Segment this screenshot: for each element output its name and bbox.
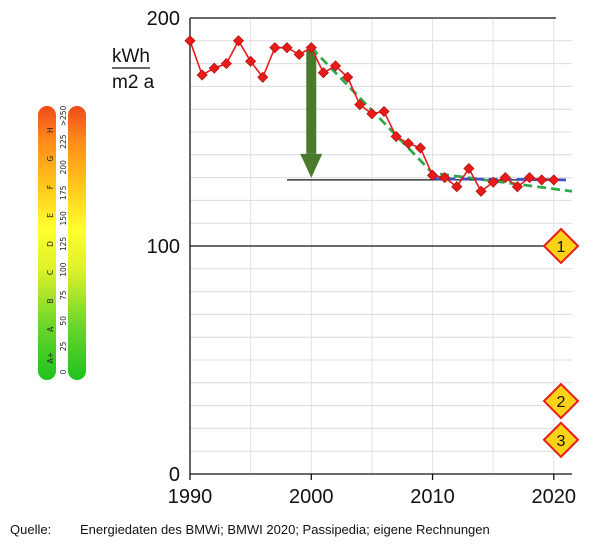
badge-diamond <box>542 382 580 420</box>
data-point <box>232 35 245 47</box>
arrow-shaft <box>306 49 317 154</box>
badge-3: 3 <box>542 421 580 459</box>
scale-value-label: 225 <box>59 134 68 149</box>
scale-value-label: 200 <box>59 160 68 175</box>
data-point <box>366 108 378 120</box>
trend-lines <box>310 46 573 193</box>
data-point <box>329 60 342 72</box>
badge-label: 3 <box>557 433 566 450</box>
source-text: Energiedaten des BMWi; BMWI 2020; Passip… <box>80 522 490 537</box>
scale-class-label: F <box>46 185 55 189</box>
scale-class-label: B <box>46 298 55 303</box>
scale-value-label: 75 <box>59 290 68 300</box>
scale-class-label: C <box>46 270 55 275</box>
scale-value-label: 50 <box>59 316 68 326</box>
trend-line <box>432 177 566 182</box>
scale-class-label: G <box>46 156 55 162</box>
x-tick-label: 2000 <box>289 486 334 508</box>
y-tick-label: 200 <box>147 8 180 30</box>
scale-class-label: H <box>46 127 55 133</box>
reduction-arrow <box>300 49 323 178</box>
scale-class-label: A <box>46 326 55 332</box>
data-point <box>245 55 257 67</box>
data-point <box>281 42 293 54</box>
data-point <box>475 185 487 197</box>
unit-label: kWh m2 a <box>112 46 155 93</box>
data-point <box>220 58 232 70</box>
badge-2: 2 <box>542 382 580 420</box>
data-point <box>536 174 548 186</box>
scale-bar-right <box>68 106 86 380</box>
scale-value-label: 0 <box>59 369 68 374</box>
source-key: Quelle: <box>10 522 52 537</box>
chart: A+ABCDEFGH0255075100125150175200225>250 … <box>38 8 580 508</box>
x-tick-label: 2010 <box>410 486 455 508</box>
data-point <box>378 105 390 118</box>
data-markers <box>184 35 560 197</box>
trend-line <box>310 46 573 193</box>
data-point <box>451 181 463 193</box>
axes <box>189 17 572 480</box>
unit-numerator: kWh <box>112 46 150 67</box>
y-tick-label: 0 <box>169 464 180 486</box>
scale-value-label: 125 <box>59 237 68 252</box>
scale-value-label: 100 <box>59 262 68 277</box>
data-point <box>342 71 354 83</box>
data-point <box>196 69 208 81</box>
badge-diamond <box>542 421 580 459</box>
scale-value-label: 150 <box>59 211 68 226</box>
scale-class-label: E <box>46 213 55 218</box>
scale-bar-left <box>38 106 56 380</box>
data-point <box>511 181 523 193</box>
x-tick-label: 1990 <box>168 486 213 508</box>
source-note: Quelle: Energiedaten des BMWi; BMWI 2020;… <box>10 522 490 537</box>
badge-1: 1 <box>542 227 580 265</box>
data-point <box>305 42 317 54</box>
badge-label: 2 <box>557 394 566 411</box>
data-point <box>439 172 451 184</box>
data-point <box>293 48 305 61</box>
arrow-head <box>300 153 323 178</box>
scale-value-label: >250 <box>59 105 68 126</box>
scale-value-label: 25 <box>59 341 68 351</box>
badge-diamond <box>542 227 580 265</box>
badges: 1 2 3 <box>542 227 580 459</box>
data-point <box>426 169 439 181</box>
data-point <box>487 176 499 188</box>
data-point <box>317 67 329 79</box>
scale-labels: A+ A B C D E F G H 0 25 50 75 100 125 150 175 200 225 >250 <box>46 105 68 374</box>
data-point <box>354 99 366 111</box>
data-point <box>463 162 475 175</box>
data-point <box>269 42 281 54</box>
data-point <box>208 62 220 74</box>
data-point <box>257 71 269 83</box>
data-point <box>184 35 196 47</box>
data-point <box>390 130 402 143</box>
scale-value-label: 175 <box>59 185 68 200</box>
data-point <box>523 172 536 184</box>
unit-denominator: m2 a <box>112 72 155 93</box>
efficiency-scale: A+ A B C D E F G H 0 25 50 75 100 125 150 175 200 225 >250 <box>38 105 86 380</box>
y-tick-label: 100 <box>147 236 180 258</box>
data-point <box>548 174 560 186</box>
x-tick-label: 2020 <box>532 486 577 508</box>
scale-class-label: D <box>46 241 55 247</box>
data-point <box>402 137 414 149</box>
scale-class-label: A+ <box>46 352 55 363</box>
badge-label: 1 <box>557 239 566 256</box>
data-point <box>414 142 426 154</box>
data-point <box>499 172 511 184</box>
